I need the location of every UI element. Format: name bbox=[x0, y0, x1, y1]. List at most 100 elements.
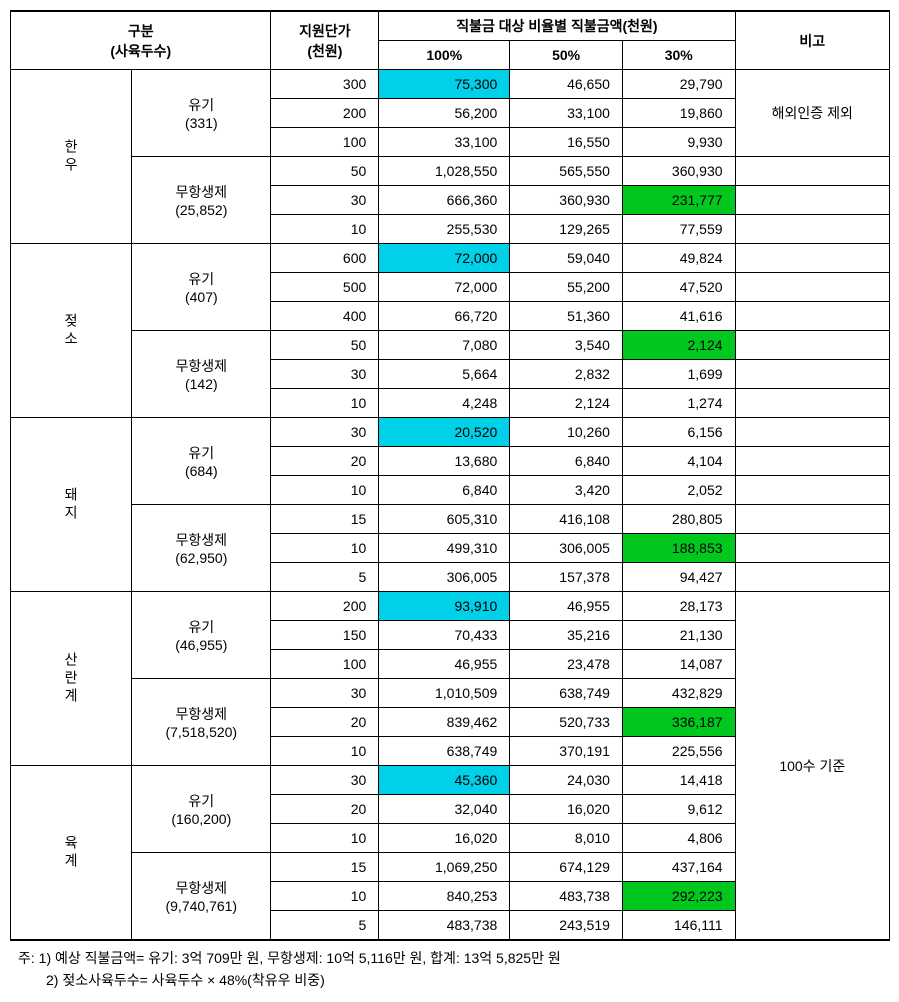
remark-empty bbox=[735, 418, 889, 447]
cell-price: 400 bbox=[271, 302, 379, 331]
cat-layer: 산란계 bbox=[11, 592, 132, 766]
cell-30: 4,806 bbox=[622, 824, 735, 853]
footnotes: 주: 1) 예상 직불금액= 유기: 3억 709만 원, 무항생제: 10억 … bbox=[10, 947, 889, 992]
cell-price: 15 bbox=[271, 853, 379, 882]
cell-100: 5,664 bbox=[379, 360, 510, 389]
cell-100: 839,462 bbox=[379, 708, 510, 737]
cell-50: 35,216 bbox=[510, 621, 623, 650]
cell-50: 24,030 bbox=[510, 766, 623, 795]
cell-30: 47,520 bbox=[622, 273, 735, 302]
cell-price: 20 bbox=[271, 447, 379, 476]
cell-100: 20,520 bbox=[379, 418, 510, 447]
subtype-label: 무항생제 bbox=[176, 184, 228, 200]
cell-50: 2,832 bbox=[510, 360, 623, 389]
cell-price: 300 bbox=[271, 70, 379, 99]
cell-price: 10 bbox=[271, 476, 379, 505]
cell-50: 16,020 bbox=[510, 795, 623, 824]
subtype-hanwoo-af: 무항생제 (25,852) bbox=[132, 157, 271, 244]
cell-100: 16,020 bbox=[379, 824, 510, 853]
cell-price: 10 bbox=[271, 737, 379, 766]
subtype-label: 무항생제 bbox=[176, 880, 228, 896]
cell-50: 33,100 bbox=[510, 99, 623, 128]
cell-100: 72,000 bbox=[379, 244, 510, 273]
header-100pct: 100% bbox=[379, 41, 510, 70]
remark-empty bbox=[735, 273, 889, 302]
header-division-sub: (사육두수) bbox=[110, 43, 171, 59]
cell-30: 49,824 bbox=[622, 244, 735, 273]
cell-100: 45,360 bbox=[379, 766, 510, 795]
cell-30: 19,860 bbox=[622, 99, 735, 128]
cell-50: 8,010 bbox=[510, 824, 623, 853]
remark-empty bbox=[735, 360, 889, 389]
cell-100: 1,069,250 bbox=[379, 853, 510, 882]
cell-100: 499,310 bbox=[379, 534, 510, 563]
table-row: 한우 유기 (331) 300 75,300 46,650 29,790 해외인… bbox=[11, 70, 890, 99]
table-row: 산란계 유기 (46,955) 200 93,910 46,955 28,173… bbox=[11, 592, 890, 621]
footnote-2: 2) 젖소사육두수= 사육두수 × 48%(착유우 비중) bbox=[18, 969, 889, 991]
cell-50: 55,200 bbox=[510, 273, 623, 302]
cell-100: 56,200 bbox=[379, 99, 510, 128]
cell-100: 66,720 bbox=[379, 302, 510, 331]
cell-100: 93,910 bbox=[379, 592, 510, 621]
table-row: 무항생제 (62,950) 15 605,310 416,108 280,805 bbox=[11, 505, 890, 534]
cell-100: 33,100 bbox=[379, 128, 510, 157]
cell-price: 15 bbox=[271, 505, 379, 534]
cat-broiler: 육계 bbox=[11, 766, 132, 941]
cell-30: 29,790 bbox=[622, 70, 735, 99]
remark-empty bbox=[735, 447, 889, 476]
subtype-hanwoo-organic: 유기 (331) bbox=[132, 70, 271, 157]
cell-30: 4,104 bbox=[622, 447, 735, 476]
cell-price: 150 bbox=[271, 621, 379, 650]
subtype-label: 무항생제 bbox=[176, 358, 228, 374]
cell-100: 840,253 bbox=[379, 882, 510, 911]
remark-empty bbox=[735, 215, 889, 244]
cell-price: 500 bbox=[271, 273, 379, 302]
remark-empty bbox=[735, 157, 889, 186]
cell-50: 157,378 bbox=[510, 563, 623, 592]
remark-per-100: 100수 기준 bbox=[735, 592, 889, 941]
cell-price: 30 bbox=[271, 186, 379, 215]
subtype-count: (7,518,520) bbox=[165, 724, 237, 740]
cat-pig: 돼지 bbox=[11, 418, 132, 592]
remark-empty bbox=[735, 505, 889, 534]
cell-price: 100 bbox=[271, 128, 379, 157]
cell-50: 370,191 bbox=[510, 737, 623, 766]
table-row: 무항생제 (25,852) 50 1,028,550 565,550 360,9… bbox=[11, 157, 890, 186]
subtype-count: (160,200) bbox=[171, 811, 231, 827]
header-remarks: 비고 bbox=[735, 11, 889, 70]
cell-100: 4,248 bbox=[379, 389, 510, 418]
cell-30: 432,829 bbox=[622, 679, 735, 708]
subtype-dairy-af: 무항생제 (142) bbox=[132, 331, 271, 418]
subtype-label: 무항생제 bbox=[176, 706, 228, 722]
cell-30: 231,777 bbox=[622, 186, 735, 215]
subtype-layer-organic: 유기 (46,955) bbox=[132, 592, 271, 679]
subtype-pig-organic: 유기 (684) bbox=[132, 418, 271, 505]
cell-30: 292,223 bbox=[622, 882, 735, 911]
subtype-dairy-organic: 유기 (407) bbox=[132, 244, 271, 331]
cell-30: 146,111 bbox=[622, 911, 735, 941]
cell-100: 46,955 bbox=[379, 650, 510, 679]
subtype-broiler-af: 무항생제 (9,740,761) bbox=[132, 853, 271, 941]
cell-price: 20 bbox=[271, 795, 379, 824]
cell-100: 255,530 bbox=[379, 215, 510, 244]
subtype-label: 유기 bbox=[188, 619, 214, 635]
cell-100: 70,433 bbox=[379, 621, 510, 650]
remark-empty bbox=[735, 389, 889, 418]
cell-100: 605,310 bbox=[379, 505, 510, 534]
cell-50: 416,108 bbox=[510, 505, 623, 534]
subtype-count: (62,950) bbox=[175, 550, 227, 566]
subtype-label: 유기 bbox=[188, 445, 214, 461]
remark-excl-overseas: 해외인증 제외 bbox=[735, 70, 889, 157]
cell-100: 32,040 bbox=[379, 795, 510, 824]
remark-empty bbox=[735, 302, 889, 331]
subtype-layer-af: 무항생제 (7,518,520) bbox=[132, 679, 271, 766]
cell-30: 280,805 bbox=[622, 505, 735, 534]
subtype-label: 유기 bbox=[188, 271, 214, 287]
remark-empty bbox=[735, 563, 889, 592]
subtype-count: (46,955) bbox=[175, 637, 227, 653]
cell-50: 46,650 bbox=[510, 70, 623, 99]
subtype-count: (9,740,761) bbox=[165, 898, 237, 914]
cell-price: 600 bbox=[271, 244, 379, 273]
cell-30: 77,559 bbox=[622, 215, 735, 244]
cell-30: 6,156 bbox=[622, 418, 735, 447]
